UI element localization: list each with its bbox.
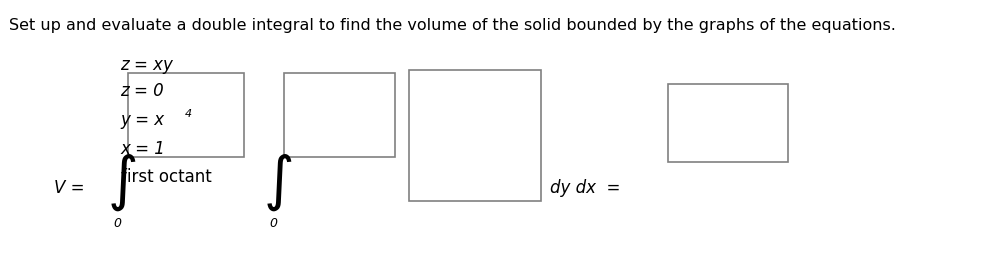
- Text: 0: 0: [270, 217, 278, 230]
- Text: x = 1: x = 1: [121, 140, 165, 158]
- Text: z = xy: z = xy: [121, 56, 173, 74]
- FancyBboxPatch shape: [128, 73, 244, 157]
- Text: V =: V =: [53, 179, 84, 197]
- FancyBboxPatch shape: [284, 73, 396, 157]
- Text: 0: 0: [114, 217, 122, 230]
- Text: $\int$: $\int$: [264, 152, 293, 213]
- Text: Set up and evaluate a double integral to find the volume of the solid bounded by: Set up and evaluate a double integral to…: [9, 18, 896, 33]
- Text: z = 0: z = 0: [121, 82, 164, 100]
- Text: first octant: first octant: [121, 169, 211, 186]
- Text: 4: 4: [185, 109, 192, 118]
- FancyBboxPatch shape: [668, 84, 788, 162]
- Text: $\int$: $\int$: [107, 152, 137, 213]
- Text: dy dx  =: dy dx =: [550, 179, 620, 197]
- FancyBboxPatch shape: [409, 70, 541, 201]
- Text: y = x: y = x: [121, 111, 165, 129]
